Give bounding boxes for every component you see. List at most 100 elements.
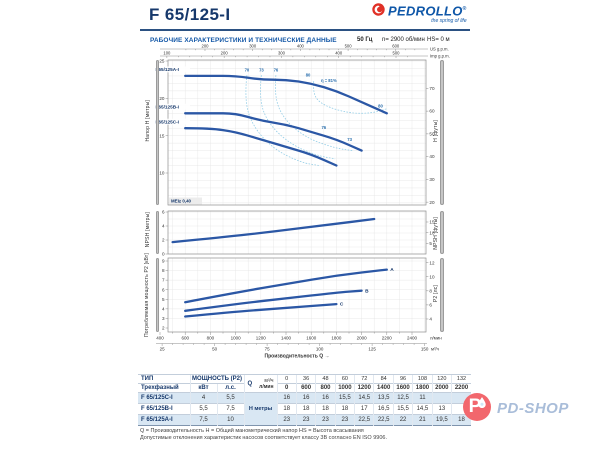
svg-text:6: 6 (162, 210, 165, 215)
svg-text:MEI≥ 0,40: MEI≥ 0,40 (171, 199, 192, 204)
svg-text:3: 3 (162, 316, 165, 321)
head-value-cell (451, 403, 471, 415)
svg-text:0: 0 (162, 252, 165, 257)
svg-text:25: 25 (160, 347, 166, 352)
brand-tagline: the spring of life (431, 18, 467, 25)
svg-text:400: 400 (335, 51, 343, 56)
svg-text:80: 80 (378, 103, 383, 108)
q-lmin-cell: 1000 (334, 383, 355, 393)
svg-text:2000: 2000 (357, 336, 368, 341)
q-m3h-cell: 72 (354, 374, 374, 384)
pump-type-cell: F 65/125C-I (138, 392, 190, 404)
svg-text:200: 200 (201, 43, 209, 48)
table-row: F 65/125B-I 5,5 7,5 18 18 18 18 17 16,5 15,5 14,5 1… (138, 403, 471, 415)
svg-text:2: 2 (162, 238, 165, 243)
svg-text:80: 80 (306, 73, 311, 78)
head-value-cell: 13 (431, 403, 452, 415)
hp-cell: 10 (216, 414, 245, 426)
watermark-text: PD-SHOP (497, 400, 569, 417)
svg-text:200: 200 (221, 51, 229, 56)
svg-text:400: 400 (156, 336, 164, 341)
svg-text:10: 10 (429, 230, 435, 235)
svg-text:400: 400 (297, 43, 305, 48)
svg-text:η = 81%: η = 81% (321, 78, 337, 83)
head-value-cell: 18 (451, 414, 471, 426)
q-m3h-cell: 48 (315, 374, 336, 384)
svg-text:4: 4 (429, 317, 432, 322)
head-value-cell: 18 (315, 403, 336, 415)
svg-text:70: 70 (245, 67, 250, 72)
svg-text:30: 30 (429, 177, 435, 182)
svg-text:70: 70 (429, 86, 435, 91)
head-value-cell: 18 (334, 403, 355, 415)
pump-type-cell: F 65/125B-I (138, 403, 190, 415)
svg-text:600: 600 (392, 43, 400, 48)
frequency-label: 50 Гц (357, 37, 373, 43)
svg-text:50: 50 (212, 347, 218, 352)
head-value-cell: 16 (295, 392, 316, 404)
head-value-cell: 23 (295, 414, 316, 426)
q-m3h-cell: 96 (392, 374, 413, 384)
svg-text:15: 15 (429, 220, 435, 225)
svg-text:2400: 2400 (407, 336, 418, 341)
svg-text:60: 60 (429, 109, 435, 114)
svg-text:15: 15 (159, 133, 165, 138)
svg-text:100: 100 (316, 347, 324, 352)
head-value-cell: 11 (412, 392, 433, 404)
kw-cell: 7,5 (189, 414, 217, 426)
footnote-line-1: Q = Производительность H = Общий маномет… (140, 428, 364, 434)
y-axis-label-head: Напор H [метры] (145, 100, 151, 142)
power-header: МОЩНОСТЬ (P2) (189, 374, 245, 384)
power-curves: A B C (184, 267, 394, 318)
axis-rail (440, 60, 444, 205)
svg-text:5: 5 (162, 297, 165, 302)
head-value-cell: 23 (276, 414, 297, 426)
axis-rail (440, 258, 444, 332)
svg-text:л/мин: л/мин (430, 336, 442, 341)
svg-text:C: C (340, 302, 344, 308)
svg-text:500: 500 (345, 43, 353, 48)
header-rule (140, 29, 470, 31)
svg-text:8: 8 (162, 268, 165, 273)
svg-text:20: 20 (159, 96, 165, 101)
svg-text:B: B (365, 288, 369, 294)
performance-charts: 200 300 400 500 600 US g.p.m. 100 200 300 400 500 I… (138, 42, 483, 377)
kw-cell: 5,5 (189, 403, 217, 415)
svg-text:F65/125A-I: F65/125A-I (156, 67, 179, 72)
svg-text:10: 10 (429, 274, 435, 279)
svg-text:7: 7 (162, 278, 165, 283)
head-value-cell: 16,5 (373, 403, 394, 415)
head-value-cell: 19,5 (431, 414, 452, 426)
svg-text:6: 6 (162, 287, 165, 292)
svg-text:F65/125B-I: F65/125B-I (156, 104, 179, 109)
head-value-cell: 14,5 (412, 403, 433, 415)
hp-cell: 5,5 (216, 392, 245, 404)
svg-text:4: 4 (162, 306, 165, 311)
svg-text:300: 300 (278, 51, 286, 56)
q-lmin-cell: 0 (276, 383, 297, 393)
footnote-line-2: Допустимые отклонения характеристик насо… (140, 435, 387, 441)
suction-head-label: HS= 0 м (427, 37, 450, 43)
q-lmin-cell: 2200 (451, 383, 471, 393)
table-subheader-row: Трехфазный кВт л.с. 0 600 800 1000 1200 1400 1600… (138, 383, 471, 393)
h-unit-cell: H метры (243, 392, 278, 426)
head-value-cell: 22,5 (373, 414, 394, 426)
head-value-cell: 23 (334, 414, 355, 426)
hp-cell: 7,5 (216, 403, 245, 415)
svg-text:5: 5 (429, 241, 432, 246)
q-m3h-cell: 60 (334, 374, 355, 384)
axis-rail (156, 211, 159, 254)
y-axis-label-npsh: NPSH [метры] (145, 212, 151, 248)
brand-text: PEDROLLO® (388, 3, 467, 19)
svg-text:300: 300 (249, 43, 257, 48)
svg-text:800: 800 (207, 336, 215, 341)
svg-text:4: 4 (162, 224, 165, 229)
q-m3h-cell: 36 (295, 374, 316, 384)
efficiency-isolines: 70 73 76 80 η = 81% 80 76 73 (245, 67, 387, 166)
q-m3h-cell: 84 (373, 374, 394, 384)
q-lmin-cell: 1800 (412, 383, 433, 393)
head-value-cell (451, 392, 471, 404)
svg-text:100: 100 (163, 51, 171, 56)
